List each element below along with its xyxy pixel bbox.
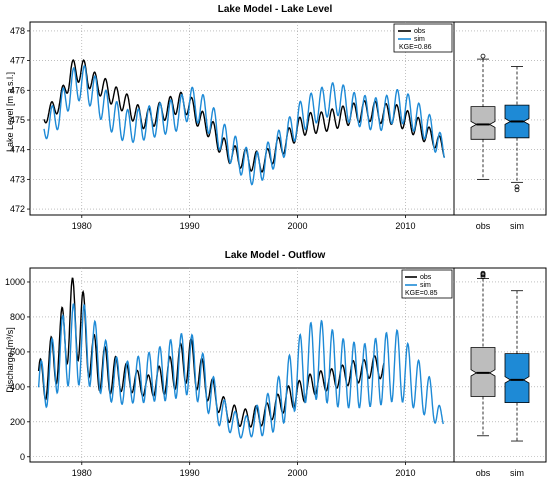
boxplot-label: obs [476,221,491,231]
x-tick-label: 1990 [180,221,200,231]
y-axis-label: Lake Level [m a.s.l.] [5,72,15,152]
boxplot-outlier [514,184,520,190]
series-group [37,277,444,439]
boxplot-label: sim [510,221,524,231]
panel-outflow: Lake Model - Outflow Discharge [m³/s] 0 2… [5,250,547,478]
y-tick-label: 1000 [5,277,25,287]
y-tick-label: 800 [10,312,25,322]
legend-label-sim: sim [414,36,425,43]
boxplot-frame [453,21,547,216]
chart-title: Lake Model - Outflow [225,250,326,261]
y-tick-labels: 472 473 474 475 476 477 478 [10,26,30,214]
legend: obs sim KGE=0.86 [393,23,453,53]
boxplot-box-obs [470,106,496,140]
boxplot-outlier [480,274,486,280]
legend-kge: KGE=0.85 [405,290,438,297]
x-tick-labels: 1980 1990 2000 2010 [72,462,415,478]
legend-kge: KGE=0.86 [399,44,432,51]
boxplots: obs sim [470,53,530,231]
y-tick-label: 200 [10,417,25,427]
legend-label-obs: obs [414,28,426,35]
x-tick-label: 2010 [395,221,415,231]
y-tick-label: 600 [10,347,25,357]
grid [30,22,546,215]
panel-lake-level: Lake Model - Lake Level Lake Level [m a.… [5,4,547,231]
y-axis-label: Discharge [m³/s] [5,327,15,393]
boxplot-label: obs [476,468,491,478]
x-tick-label: 2010 [395,468,415,478]
boxplots: obs sim [470,270,530,478]
y-tick-label: 473 [10,174,25,184]
y-tick-label: 472 [10,204,25,214]
chart-title: Lake Model - Lake Level [218,4,333,15]
x-tick-label: 2000 [288,221,308,231]
boxplot-outlier [480,270,486,276]
y-tick-label: 400 [10,382,25,392]
x-tick-label: 2000 [288,468,308,478]
legend-box [393,23,453,53]
y-tick-label: 478 [10,26,25,36]
y-tick-labels: 0 200 400 600 800 1000 [5,277,30,462]
y-tick-label: 475 [10,115,25,125]
y-tick-label: 0 [20,452,25,462]
boxplot-outlier [480,53,486,59]
series-line-sim [37,303,444,439]
x-tick-label: 1980 [72,468,92,478]
y-tick-label: 477 [10,56,25,66]
x-tick-label: 1980 [72,221,92,231]
legend-box [401,269,453,299]
y-tick-label: 476 [10,85,25,95]
boxplot-label: sim [510,468,524,478]
boxplot-box-sim [504,353,530,404]
x-tick-labels: 1980 1990 2000 2010 [72,215,415,231]
x-tick-label: 1990 [180,468,200,478]
series-line-obs [37,277,385,428]
legend-label-obs: obs [420,274,432,281]
legend-label-sim: sim [420,282,431,289]
series-line-sim [43,64,445,186]
legend: obs sim KGE=0.85 [401,269,453,299]
series-group [43,59,445,186]
boxplot-frame [453,267,547,463]
y-tick-label: 474 [10,145,25,155]
boxplot-outlier [514,187,520,193]
